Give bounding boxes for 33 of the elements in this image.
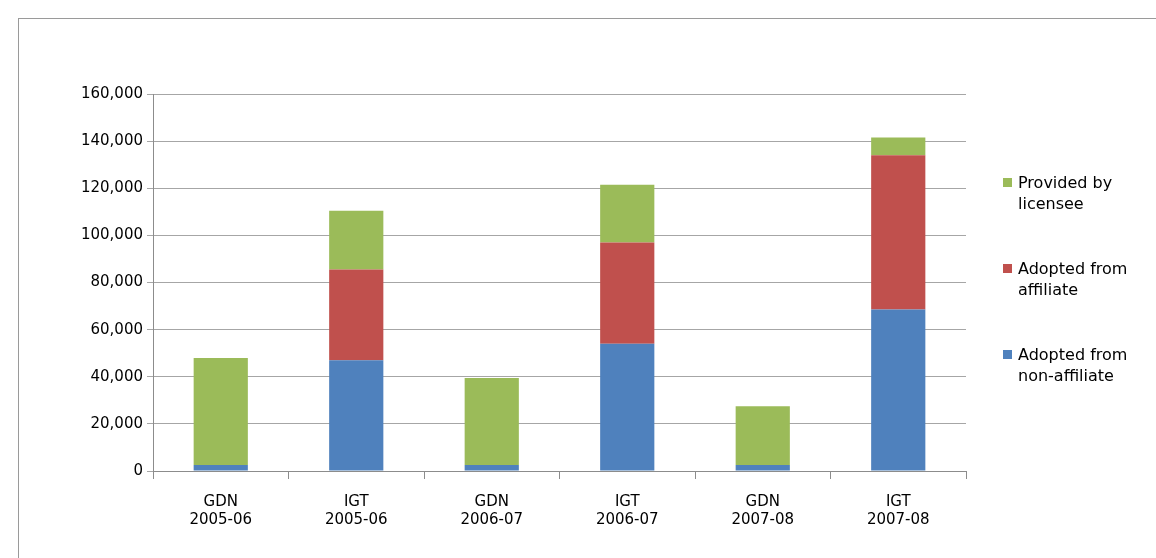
y-tick-label: 0 [133,460,143,479]
bar [600,242,655,344]
bar [600,343,655,471]
y-tick-label: 80,000 [90,272,143,291]
x-tick-label: IGT 2006-07 [595,491,659,528]
x-tick-label: IGT 2005-06 [324,491,388,528]
bar [329,360,384,471]
bar [329,269,384,361]
y-tick-label: 100,000 [80,225,143,244]
x-tick-label: IGT 2007-08 [866,491,930,528]
legend-label: Provided by licensee [1018,172,1114,214]
y-tick-label: 40,000 [90,366,143,385]
bar [871,155,926,310]
bar [600,184,655,243]
bar [871,309,926,471]
y-tick-label: 120,000 [80,178,143,197]
x-tick-label: GDN 2005-06 [189,491,253,528]
y-tick-label: 140,000 [80,131,143,150]
bar [193,357,248,466]
bar [193,465,248,471]
bar [464,377,519,466]
y-tick-label: 20,000 [90,413,143,432]
x-tick-label: GDN 2007-08 [731,491,795,528]
bar [735,465,790,471]
bar [329,210,384,270]
legend-label: Adopted from non-affiliate [1018,344,1129,386]
y-tick-label: 160,000 [80,83,143,102]
bar [871,137,926,156]
x-tick-label: GDN 2006-07 [460,491,524,528]
bar [735,406,790,466]
legend-label: Adopted from affiliate [1018,258,1129,300]
bar [464,465,519,471]
y-tick-label: 60,000 [90,319,143,338]
